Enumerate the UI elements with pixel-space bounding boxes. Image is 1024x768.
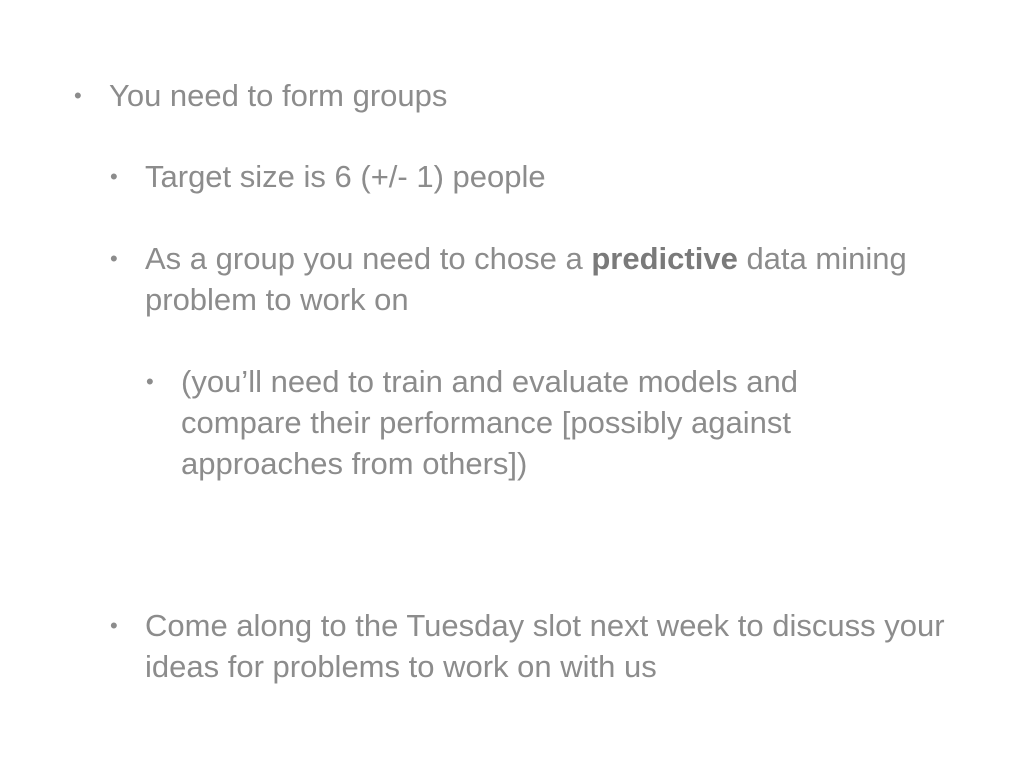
bullet-dot: • — [74, 83, 82, 108]
bullet-text: As a group you need to chose a predictiv… — [145, 238, 935, 320]
bullet-text-before: As a group you need to chose a — [145, 241, 592, 276]
bullet-text: Target size is 6 (+/- 1) people — [145, 159, 546, 194]
bullet-text: Come along to the Tuesday slot next week… — [145, 608, 945, 684]
bullet-text-bold: predictive — [591, 241, 738, 276]
bullet-text: (you’ll need to train and evaluate model… — [181, 364, 798, 481]
bullet-train-evaluate: • (you’ll need to train and evaluate mod… — [146, 361, 901, 484]
bullet-dot: • — [110, 613, 118, 638]
bullet-dot: • — [146, 369, 154, 394]
bullet-dot: • — [110, 246, 118, 271]
bullet-target-size: • Target size is 6 (+/- 1) people — [110, 156, 985, 197]
bullet-dot: • — [110, 164, 118, 189]
bullet-tuesday-slot: • Come along to the Tuesday slot next we… — [110, 605, 985, 687]
bullet-form-groups: • You need to form groups — [74, 75, 989, 116]
bullet-text-after: data mining problem to work on — [145, 241, 907, 317]
bullet-predictive-problem: • As a group you need to chose a predict… — [110, 238, 935, 320]
bullet-text: You need to form groups — [109, 78, 448, 113]
